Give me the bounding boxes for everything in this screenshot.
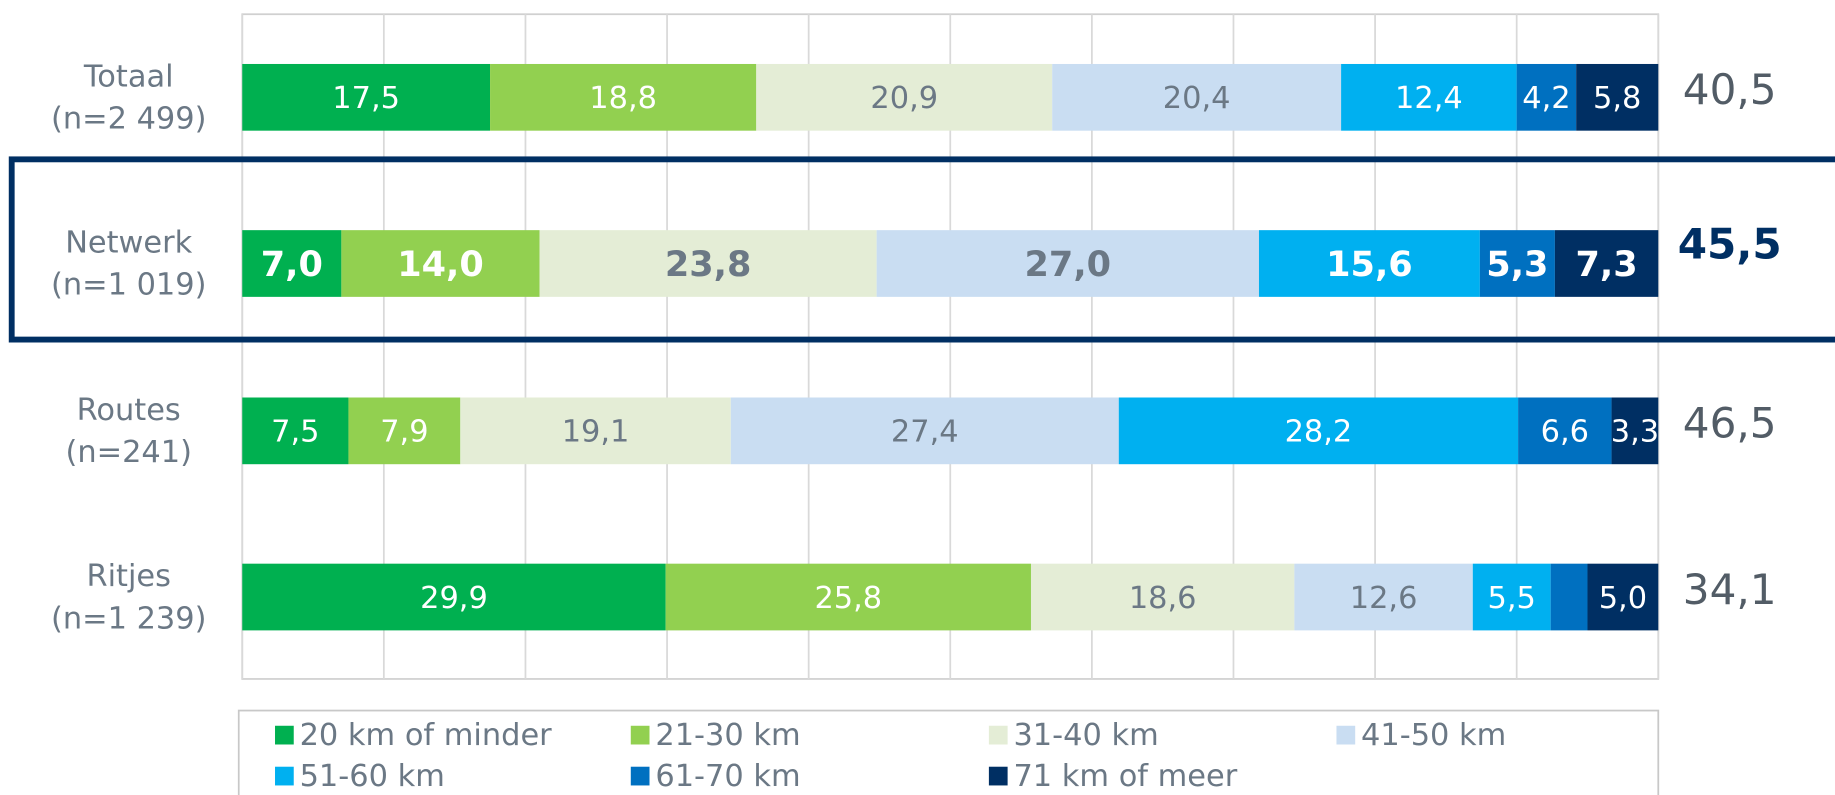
value-label: 7,3 bbox=[1576, 244, 1638, 285]
value-label: 20,4 bbox=[1163, 81, 1231, 116]
value-label: 20,9 bbox=[870, 81, 938, 116]
category-label-line: Routes bbox=[77, 392, 181, 427]
value-label: 23,8 bbox=[665, 244, 752, 285]
value-label: 7,5 bbox=[271, 415, 319, 450]
bar-segment bbox=[242, 563, 666, 631]
total-label: 46,5 bbox=[1683, 399, 1777, 448]
value-label: 19,1 bbox=[562, 415, 630, 450]
bar-segment bbox=[1294, 563, 1473, 631]
bar-segment bbox=[348, 397, 461, 465]
legend-label: 71 km of meer bbox=[1013, 759, 1237, 794]
bar-segment bbox=[1030, 563, 1295, 631]
bar-segment bbox=[1554, 230, 1659, 297]
category-label: Ritjes (n=1 239) bbox=[51, 559, 207, 636]
value-label: 14,0 bbox=[397, 244, 484, 285]
bar-segment bbox=[490, 63, 757, 131]
category-label-line: Ritjes bbox=[86, 559, 171, 594]
category-label-line: (n=2 499) bbox=[51, 101, 207, 136]
value-label: 27,0 bbox=[1025, 244, 1112, 285]
bar-segment bbox=[1479, 230, 1555, 297]
value-label: 18,6 bbox=[1129, 581, 1197, 616]
legend-frame bbox=[237, 709, 1660, 795]
bar-segment bbox=[1258, 230, 1480, 297]
bar-segment bbox=[1472, 563, 1551, 631]
total-label: 34,1 bbox=[1683, 565, 1777, 614]
value-label: 15,6 bbox=[1326, 244, 1413, 285]
legend-swatch bbox=[275, 766, 294, 786]
bar-segment bbox=[1052, 63, 1342, 131]
bar-segment bbox=[730, 397, 1119, 465]
value-label: 5,3 bbox=[1486, 244, 1548, 285]
category-label: Netwerk (n=1 019) bbox=[51, 225, 207, 302]
value-label: 5,8 bbox=[1593, 81, 1641, 116]
bar-segment bbox=[876, 230, 1259, 297]
bar-segment bbox=[1341, 63, 1517, 131]
legend-label: 41-50 km bbox=[1361, 718, 1506, 753]
value-label: 29,9 bbox=[420, 581, 488, 616]
bar-segment bbox=[1550, 563, 1588, 631]
value-label: 12,6 bbox=[1350, 581, 1418, 616]
value-label: 7,9 bbox=[380, 415, 428, 450]
category-label: Totaal (n=2 499) bbox=[51, 59, 207, 136]
legend-label: 21-30 km bbox=[655, 718, 800, 753]
bar-segment bbox=[1587, 563, 1659, 631]
value-label: 25,8 bbox=[814, 581, 882, 616]
bar-segment bbox=[1118, 397, 1519, 465]
highlight-box bbox=[8, 156, 1835, 343]
value-label: 18,8 bbox=[589, 81, 657, 116]
bar-segment bbox=[539, 230, 877, 297]
bar-segment bbox=[242, 230, 342, 297]
legend-swatch bbox=[988, 725, 1008, 745]
bar-segment bbox=[242, 63, 491, 131]
legend-swatch bbox=[988, 766, 1008, 786]
category-label: Routes (n=241) bbox=[65, 392, 192, 469]
legend-label: 51-60 km bbox=[300, 759, 445, 794]
total-label: 40,5 bbox=[1683, 65, 1777, 114]
bar-segment bbox=[341, 230, 540, 297]
legend-label: 61-70 km bbox=[655, 759, 800, 794]
legend-swatch bbox=[630, 725, 650, 745]
bar-segment bbox=[665, 563, 1031, 631]
legend-swatch bbox=[275, 725, 294, 745]
bar-segment bbox=[1518, 397, 1612, 465]
category-label-line: (n=1 239) bbox=[51, 601, 207, 636]
value-label: 28,2 bbox=[1285, 415, 1353, 450]
value-label: 6,6 bbox=[1541, 415, 1589, 450]
value-label: 27,4 bbox=[891, 415, 959, 450]
value-label: 12,4 bbox=[1395, 81, 1463, 116]
value-label: 5,5 bbox=[1488, 581, 1536, 616]
legend-label: 20 km of minder bbox=[300, 718, 553, 753]
bar-segment bbox=[460, 397, 731, 465]
bar-segment bbox=[1576, 63, 1659, 131]
bar-segment bbox=[1611, 397, 1659, 465]
legend-swatch bbox=[630, 766, 650, 786]
category-label-line: Netwerk bbox=[65, 225, 192, 260]
bar-segment bbox=[242, 397, 349, 465]
value-label: 17,5 bbox=[332, 81, 400, 116]
value-label: 5,0 bbox=[1599, 581, 1647, 616]
value-label: 4,2 bbox=[1522, 81, 1570, 116]
value-label: 3,3 bbox=[1611, 415, 1659, 450]
legend-swatch bbox=[1336, 725, 1356, 745]
total-label: 45,5 bbox=[1678, 220, 1782, 269]
category-label-line: Totaal bbox=[83, 59, 174, 94]
category-label-line: (n=241) bbox=[65, 435, 192, 470]
bar-segment bbox=[756, 63, 1053, 131]
value-label: 7,0 bbox=[261, 244, 323, 285]
bar-segment bbox=[1516, 63, 1577, 131]
category-label-line: (n=1 019) bbox=[51, 267, 207, 302]
legend-label: 31-40 km bbox=[1013, 718, 1158, 753]
